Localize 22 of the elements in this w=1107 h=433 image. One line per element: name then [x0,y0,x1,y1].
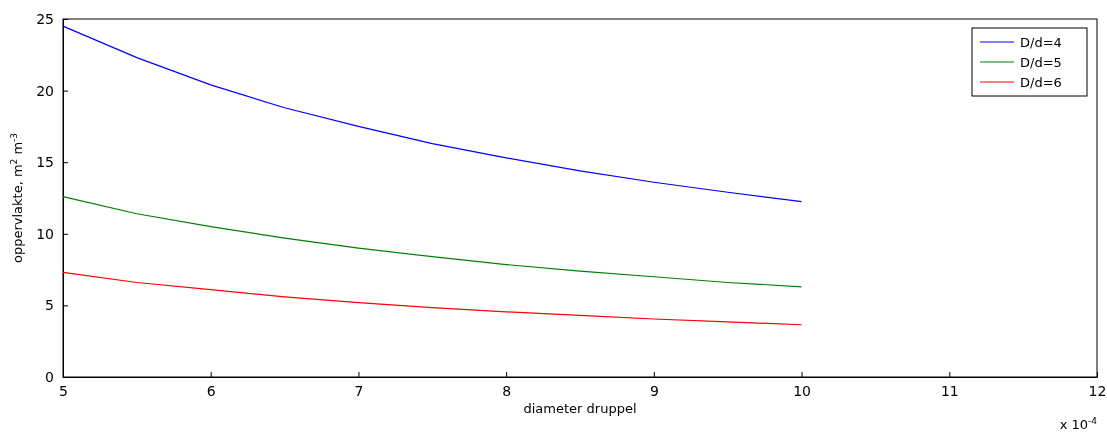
y-tick-label: 0 [45,368,54,385]
x-tick-label: 8 [502,382,512,399]
x-tick-label: 6 [206,382,216,399]
legend-label: D/d=4 [1020,35,1062,50]
x-tick-label: 10 [793,382,811,399]
line-series [62,271,803,326]
line-series [62,25,803,203]
y-tick-label: 5 [45,297,54,314]
line-series [62,195,803,288]
y-tick-label: 15 [36,154,54,171]
y-tick-label: 25 [36,10,54,27]
x-tick-label: 12 [1088,382,1107,399]
x-tick-label: 5 [59,382,68,399]
y-tick-label: 10 [36,225,54,242]
x-tick-label: 11 [940,382,959,399]
x-axis-title: diameter druppel [523,401,637,416]
y-tick-label: 20 [36,82,54,99]
text: x 10$^{-4}$ [1059,416,1098,432]
legend-label: D/d=6 [1020,75,1062,90]
x-tick-label: 9 [649,382,659,399]
x-tick-label: 7 [354,382,364,399]
legend-label: D/d=5 [1020,55,1062,70]
